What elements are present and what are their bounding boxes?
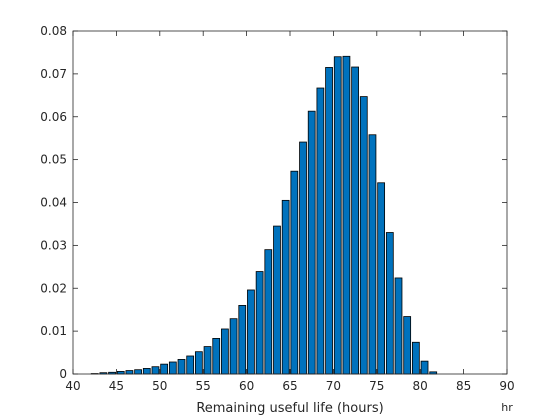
x-tick-label: 50 bbox=[152, 379, 167, 393]
y-tick-label: 0.04 bbox=[40, 196, 67, 210]
histogram-bar bbox=[377, 182, 386, 375]
y-tick-label: 0.05 bbox=[40, 153, 67, 167]
histogram-bar bbox=[229, 318, 238, 375]
x-tick-label: 55 bbox=[196, 379, 211, 393]
histogram-bar bbox=[385, 232, 394, 375]
histogram-bar bbox=[247, 289, 255, 375]
histogram-bar bbox=[212, 338, 221, 375]
histogram-bar bbox=[264, 249, 273, 375]
bars-group bbox=[90, 55, 438, 375]
histogram-bar bbox=[255, 271, 264, 375]
axes-group: 40 45 50 55 60 65 70 75 80 85 90 0 0.01 0.02 0.03 0.04 0… bbox=[40, 24, 514, 393]
x-tick-label: 75 bbox=[369, 379, 384, 393]
histogram-bar bbox=[333, 56, 342, 375]
histogram-bar bbox=[420, 360, 429, 375]
histogram-bar bbox=[151, 366, 160, 375]
histogram-bar bbox=[411, 341, 420, 375]
histogram-bar bbox=[342, 55, 351, 375]
x-tick-label: 70 bbox=[326, 379, 341, 393]
histogram-bar bbox=[125, 370, 134, 375]
y-tick-label: 0.06 bbox=[40, 110, 67, 124]
histogram-bar bbox=[134, 369, 142, 375]
x-tick-label: 40 bbox=[65, 379, 80, 393]
histogram-bar bbox=[177, 359, 186, 375]
histogram-bar bbox=[316, 87, 325, 375]
axes-box bbox=[72, 30, 508, 375]
histogram-bar bbox=[394, 277, 403, 375]
histogram-bar bbox=[359, 96, 368, 375]
x-tick-label: 65 bbox=[282, 379, 297, 393]
y-tick-label: 0.08 bbox=[40, 24, 67, 38]
y-tick-label: 0.01 bbox=[40, 324, 67, 338]
x-tick-label: 85 bbox=[456, 379, 471, 393]
x-tick-label: 80 bbox=[413, 379, 428, 393]
y-tick-label: 0.03 bbox=[40, 238, 67, 252]
x-tick-label: 60 bbox=[239, 379, 254, 393]
x-tick-label: 90 bbox=[499, 379, 514, 393]
histogram-bar bbox=[299, 141, 307, 375]
y-tick-label: 0.07 bbox=[40, 67, 67, 81]
x-axis-label: Remaining useful life (hours) bbox=[196, 401, 383, 416]
histogram-bar bbox=[351, 66, 359, 375]
histogram-bar bbox=[203, 346, 212, 375]
histogram-bar bbox=[368, 134, 377, 375]
histogram-bar bbox=[168, 361, 177, 375]
histogram-bar bbox=[307, 110, 316, 375]
x-tick-label: 45 bbox=[109, 379, 124, 393]
histogram-bar bbox=[403, 316, 412, 375]
histogram-bar bbox=[325, 67, 333, 375]
histogram-bar bbox=[273, 225, 281, 375]
histogram-bar bbox=[238, 304, 247, 375]
y-tick-label: 0 bbox=[59, 367, 67, 381]
x-axis-unit-label: hr bbox=[501, 401, 513, 414]
y-tick-label: 0.02 bbox=[40, 281, 67, 295]
histogram-bar bbox=[290, 170, 299, 375]
histogram-bar bbox=[186, 355, 195, 375]
histogram-bar bbox=[160, 363, 169, 375]
histogram-bar bbox=[194, 351, 203, 375]
histogram-bar bbox=[281, 199, 290, 375]
histogram-bar bbox=[221, 328, 229, 375]
histogram-bar bbox=[142, 368, 151, 375]
